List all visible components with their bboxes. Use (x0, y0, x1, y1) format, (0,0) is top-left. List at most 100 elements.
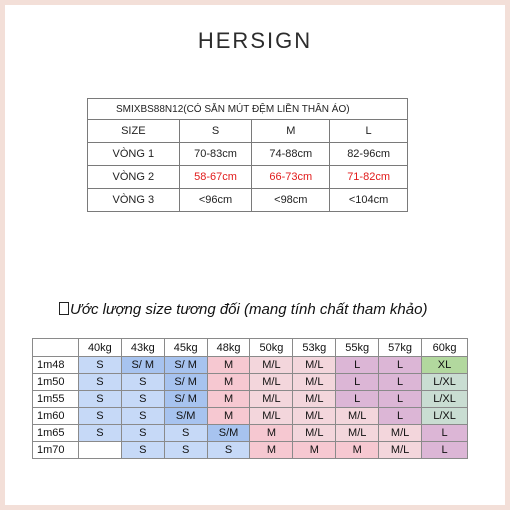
size-cell: S (77, 424, 122, 442)
size-cell: M/L (292, 407, 337, 425)
corner-cell (32, 338, 79, 357)
measurement-cell: 70-83cm (178, 142, 253, 166)
row-label: VÒNG 3 (87, 188, 180, 212)
measurement-cell: 82-96cm (329, 142, 408, 166)
table-row: 1m48 S S/ M S/ M M M/L M/L L L XL (32, 356, 468, 374)
weight-header: 43kg (120, 338, 165, 357)
size-cell: M (206, 373, 251, 391)
size-cell: M/L (292, 356, 337, 374)
size-cell: M/L (292, 424, 337, 442)
size-cell: M/L (249, 390, 294, 408)
size-cell: M/L (335, 407, 380, 425)
size-cell: L (421, 424, 468, 442)
size-cell: S/ M (120, 356, 165, 374)
size-estimate-table: 40kg 43kg 45kg 48kg 50kg 53kg 55kg 57kg 60kg 1m48… (32, 338, 468, 459)
height-label: 1m70 (32, 441, 79, 459)
weight-header: 60kg (421, 338, 468, 357)
size-cell: S/M (163, 407, 208, 425)
size-cell: S (120, 373, 165, 391)
height-label: 1m65 (32, 424, 79, 442)
weight-header: 45kg (163, 338, 208, 357)
size-cell: S (77, 356, 122, 374)
size-cell: S (206, 441, 251, 459)
size-cell: L (335, 373, 380, 391)
weight-header: 55kg (335, 338, 380, 357)
row-label: VÒNG 2 (87, 165, 180, 189)
height-label: 1m48 (32, 356, 79, 374)
table-row: 1m65 S S S S/M M M/L M/L M/L L (32, 424, 468, 442)
measurement-cell: <96cm (178, 188, 253, 212)
product-code: SMIXBS88N12(CÓ SẴN MÚT ĐỆM LIỀN THÂN ÁO) (87, 98, 408, 120)
size-cell: S (120, 390, 165, 408)
size-cell: L (378, 373, 423, 391)
size-cell: L (378, 390, 423, 408)
size-cell: XL (421, 356, 468, 374)
size-cell: M/L (292, 390, 337, 408)
row-label: VÒNG 1 (87, 142, 180, 166)
header-m: M (251, 119, 331, 143)
table-row: 1m50 S S S/ M M M/L M/L L L L/XL (32, 373, 468, 391)
measurement-cell: 58-67cm (178, 165, 253, 189)
size-cell: M (249, 424, 294, 442)
size-cell: S (120, 407, 165, 425)
weight-header-row: 40kg 43kg 45kg 48kg 50kg 53kg 55kg 57kg 60kg (32, 338, 468, 357)
height-label: 1m60 (32, 407, 79, 425)
size-cell: L/XL (421, 407, 468, 425)
size-cell: S (163, 441, 208, 459)
size-cell: M/L (378, 424, 423, 442)
table-row: 1m70 S S S M M M M/L L (32, 441, 468, 459)
size-cell: S/ M (163, 373, 208, 391)
header-s: S (178, 119, 253, 143)
checkbox-glyph-icon (59, 302, 69, 315)
measurement-cell: 74-88cm (251, 142, 331, 166)
size-cell: M/L (378, 441, 423, 459)
table-row: 1m60 S S S/M M M/L M/L M/L L L/XL (32, 407, 468, 425)
size-cell: M (335, 441, 380, 459)
header-size: SIZE (87, 119, 180, 143)
note-text: Ước lượng size tương đối (mang tính chất… (70, 301, 428, 318)
size-cell: S/ M (163, 356, 208, 374)
size-cell (77, 441, 122, 459)
size-cell: S (120, 424, 165, 442)
weight-header: 40kg (77, 338, 122, 357)
size-cell: S (77, 373, 122, 391)
size-cell: M (206, 407, 251, 425)
size-cell: S (77, 390, 122, 408)
size-cell: L/XL (421, 390, 468, 408)
size-cell: M/L (249, 373, 294, 391)
size-estimate-note: Ước lượng size tương đối (mang tính chất… (59, 301, 427, 318)
size-cell: M/L (249, 356, 294, 374)
measurement-cell: <104cm (329, 188, 408, 212)
size-cell: M/L (335, 424, 380, 442)
height-label: 1m50 (32, 373, 79, 391)
size-cell: L (378, 356, 423, 374)
weight-header: 53kg (292, 338, 337, 357)
size-cell: S (77, 407, 122, 425)
header-l: L (329, 119, 408, 143)
height-label: 1m55 (32, 390, 79, 408)
size-cell: M (249, 441, 294, 459)
size-cell: M (292, 441, 337, 459)
measurement-cell: <98cm (251, 188, 331, 212)
measurement-cell: 71-82cm (329, 165, 408, 189)
size-cell: M (206, 356, 251, 374)
size-cell: S (163, 424, 208, 442)
weight-header: 50kg (249, 338, 294, 357)
size-cell: L (335, 356, 380, 374)
size-cell: M (206, 390, 251, 408)
size-cell: S (120, 441, 165, 459)
brand-logo: HERSIGN (197, 28, 313, 53)
size-measurement-table: SMIXBS88N12(CÓ SẴN MÚT ĐỆM LIỀN THÂN ÁO)… (87, 98, 408, 212)
size-cell: L (335, 390, 380, 408)
measurement-cell: 66-73cm (251, 165, 331, 189)
table-row: 1m55 S S S/ M M M/L M/L L L L/XL (32, 390, 468, 408)
size-cell: S/ M (163, 390, 208, 408)
size-cell: L (421, 441, 468, 459)
size-cell: M/L (292, 373, 337, 391)
weight-header: 57kg (378, 338, 423, 357)
size-cell: L/XL (421, 373, 468, 391)
size-cell: M/L (249, 407, 294, 425)
weight-header: 48kg (206, 338, 251, 357)
size-cell: S/M (206, 424, 251, 442)
size-cell: L (378, 407, 423, 425)
